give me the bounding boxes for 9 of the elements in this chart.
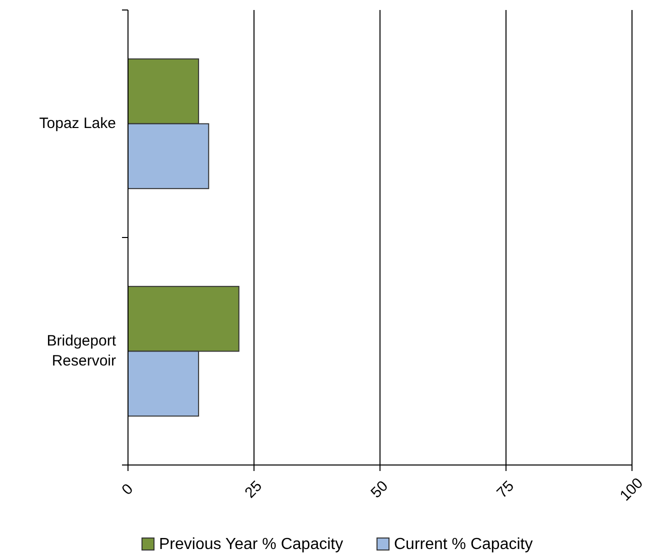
x-tick-label: 100 — [616, 474, 646, 504]
x-tick-label: 75 — [494, 478, 518, 502]
x-tick-label: 25 — [242, 478, 266, 502]
x-tick-label: 0 — [118, 480, 137, 499]
y-tick-label: Topaz Lake — [39, 114, 116, 132]
x-tick-label: 50 — [368, 478, 392, 502]
legend-label: Current % Capacity — [394, 536, 533, 553]
y-tick-label: Bridgeport Reservoir — [46, 332, 117, 370]
legend-label: Previous Year % Capacity — [159, 536, 344, 553]
